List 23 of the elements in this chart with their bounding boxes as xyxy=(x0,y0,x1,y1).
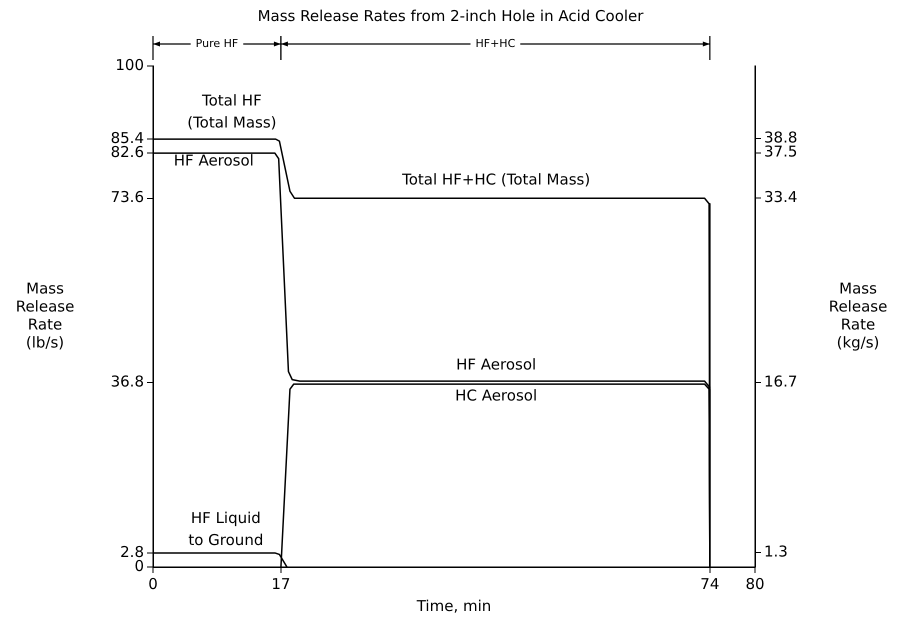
annotation: HF Aerosol xyxy=(456,355,536,374)
y-tick-label: 36.8 xyxy=(110,372,144,391)
annotation: Total HF (Total Mass) xyxy=(187,91,277,132)
x-tick-label: 74 xyxy=(700,574,720,593)
y2-axis-title: Mass Release Rate (kg/s) xyxy=(828,279,888,352)
y-axis-title: Mass Release Rate (lb/s) xyxy=(16,279,74,352)
y-tick-label: 82.6 xyxy=(110,143,144,162)
y-tick-label: 73.6 xyxy=(110,188,144,206)
text: Pure HF xyxy=(196,36,238,50)
annotation: Total HF+HC (Total Mass) xyxy=(401,170,590,189)
y2-tick-label: 1.3 xyxy=(764,542,788,561)
text: HF+HC xyxy=(475,36,516,50)
annotation: HF Liquid to Ground xyxy=(188,508,264,549)
y-tick-label: 100 xyxy=(115,56,144,74)
y2-tick-label: 33.4 xyxy=(764,188,798,206)
annotation: HC Aerosol xyxy=(455,386,538,405)
x-tick-label: 80 xyxy=(745,574,765,593)
x-axis-title: Time, min xyxy=(416,596,492,615)
x-tick-label: 0 xyxy=(148,574,158,593)
annotation: HF Aerosol xyxy=(174,152,254,170)
y2-tick-label: 16.7 xyxy=(764,372,798,390)
x-tick-label: 17 xyxy=(271,574,290,593)
chart-title: Mass Release Rates from 2-inch Hole in Acid Cooler xyxy=(258,6,644,25)
